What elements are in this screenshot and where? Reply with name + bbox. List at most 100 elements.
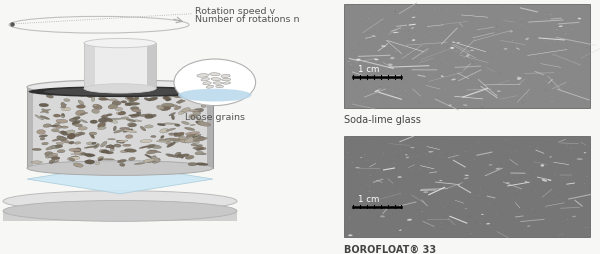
Ellipse shape <box>585 227 586 228</box>
Ellipse shape <box>67 134 76 140</box>
Ellipse shape <box>394 151 395 152</box>
Ellipse shape <box>160 107 171 111</box>
Ellipse shape <box>466 104 468 105</box>
Ellipse shape <box>457 94 458 95</box>
Ellipse shape <box>464 178 469 180</box>
Ellipse shape <box>400 201 401 202</box>
Text: Number of rotations n: Number of rotations n <box>195 15 299 24</box>
Ellipse shape <box>532 73 533 74</box>
Ellipse shape <box>585 21 586 22</box>
Ellipse shape <box>201 78 209 82</box>
Ellipse shape <box>412 33 413 34</box>
Ellipse shape <box>471 54 472 55</box>
Ellipse shape <box>194 109 203 113</box>
Ellipse shape <box>350 65 352 66</box>
Ellipse shape <box>175 152 181 156</box>
Ellipse shape <box>115 108 123 111</box>
Ellipse shape <box>117 140 128 143</box>
Ellipse shape <box>470 233 472 234</box>
Ellipse shape <box>464 16 466 17</box>
Ellipse shape <box>487 56 488 57</box>
Ellipse shape <box>383 196 384 197</box>
Ellipse shape <box>76 110 85 116</box>
Ellipse shape <box>360 22 361 23</box>
Ellipse shape <box>436 66 437 67</box>
Ellipse shape <box>200 153 206 155</box>
Ellipse shape <box>535 137 536 138</box>
Ellipse shape <box>84 146 97 149</box>
Ellipse shape <box>108 105 118 109</box>
Ellipse shape <box>416 8 418 9</box>
Ellipse shape <box>61 105 67 108</box>
Ellipse shape <box>521 22 523 23</box>
Ellipse shape <box>529 81 530 82</box>
Ellipse shape <box>3 191 237 212</box>
Ellipse shape <box>372 202 373 203</box>
Ellipse shape <box>587 106 588 107</box>
Ellipse shape <box>471 187 472 188</box>
Ellipse shape <box>176 101 185 104</box>
Ellipse shape <box>578 35 579 36</box>
Ellipse shape <box>424 47 425 48</box>
Ellipse shape <box>197 122 211 127</box>
Ellipse shape <box>550 15 551 16</box>
Ellipse shape <box>365 149 367 150</box>
Ellipse shape <box>369 191 370 192</box>
Ellipse shape <box>452 80 454 81</box>
Ellipse shape <box>470 51 474 52</box>
Ellipse shape <box>370 40 371 41</box>
Ellipse shape <box>490 27 491 28</box>
Ellipse shape <box>511 235 513 236</box>
Ellipse shape <box>166 154 178 158</box>
Ellipse shape <box>458 159 459 160</box>
Ellipse shape <box>511 47 512 48</box>
Ellipse shape <box>174 60 256 106</box>
Ellipse shape <box>46 146 56 150</box>
Ellipse shape <box>504 166 505 167</box>
Ellipse shape <box>548 180 551 181</box>
Ellipse shape <box>160 129 169 133</box>
Ellipse shape <box>178 89 251 102</box>
Ellipse shape <box>493 223 494 224</box>
Ellipse shape <box>388 208 389 209</box>
Ellipse shape <box>166 99 171 102</box>
Ellipse shape <box>406 70 408 71</box>
Ellipse shape <box>413 20 415 21</box>
Ellipse shape <box>401 152 402 153</box>
Ellipse shape <box>500 165 502 166</box>
Ellipse shape <box>446 47 448 48</box>
Polygon shape <box>84 44 95 89</box>
Ellipse shape <box>95 163 100 165</box>
Ellipse shape <box>413 177 415 178</box>
Ellipse shape <box>520 178 521 179</box>
Ellipse shape <box>352 202 353 203</box>
Ellipse shape <box>555 195 556 196</box>
Ellipse shape <box>559 26 563 28</box>
Ellipse shape <box>481 187 482 188</box>
Ellipse shape <box>441 229 442 230</box>
Ellipse shape <box>501 87 502 88</box>
Ellipse shape <box>178 100 183 104</box>
Ellipse shape <box>425 12 427 13</box>
Ellipse shape <box>533 43 535 44</box>
Ellipse shape <box>381 106 382 107</box>
Ellipse shape <box>361 201 362 202</box>
Ellipse shape <box>85 160 94 164</box>
Ellipse shape <box>419 147 420 148</box>
Ellipse shape <box>392 193 393 194</box>
Ellipse shape <box>517 198 518 199</box>
Ellipse shape <box>381 156 383 157</box>
Ellipse shape <box>586 48 588 49</box>
Ellipse shape <box>443 209 444 210</box>
Ellipse shape <box>348 234 353 236</box>
Ellipse shape <box>98 157 104 160</box>
Ellipse shape <box>166 143 173 145</box>
Ellipse shape <box>121 112 125 114</box>
Ellipse shape <box>548 6 550 7</box>
Ellipse shape <box>520 154 521 155</box>
Ellipse shape <box>439 33 440 34</box>
Ellipse shape <box>425 163 426 164</box>
Ellipse shape <box>431 172 432 173</box>
Ellipse shape <box>411 157 413 158</box>
Ellipse shape <box>578 19 581 20</box>
